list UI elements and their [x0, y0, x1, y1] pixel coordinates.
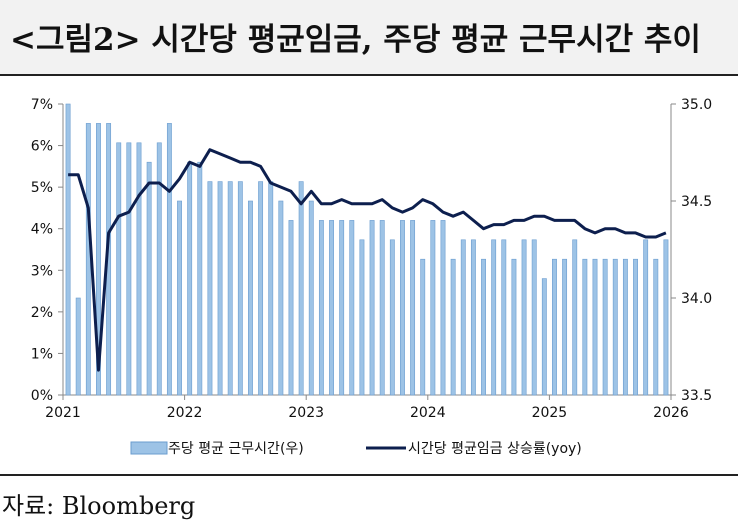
- legend-bar-swatch: [130, 441, 168, 455]
- plot-frame: [62, 104, 672, 396]
- bar-mark: [491, 239, 497, 396]
- bottom-divider: [0, 474, 738, 476]
- bar-mark: [166, 123, 172, 396]
- x-axis: 2021 2022 2023 2024 2025 2026: [45, 395, 689, 421]
- bar-mark: [207, 181, 213, 396]
- bar-mark: [440, 220, 446, 396]
- bar-mark: [298, 181, 304, 396]
- legend: 주당 평균 근무시간(우) 시간당 평균임금 상승률(yoy): [130, 441, 582, 457]
- bar-mark: [136, 142, 142, 396]
- bar-mark: [582, 258, 588, 396]
- bar-mark: [602, 258, 608, 396]
- bar-mark: [268, 181, 274, 396]
- bar-mark: [470, 239, 476, 396]
- bar-mark: [318, 220, 324, 396]
- left-tick-label: 4%: [31, 222, 53, 238]
- bar-series: [65, 103, 669, 396]
- bar-mark: [227, 181, 233, 396]
- bar-mark: [450, 258, 456, 396]
- bar-mark: [460, 239, 466, 396]
- bar-mark: [481, 258, 486, 396]
- left-tick-label: 6%: [31, 139, 53, 155]
- bar-mark: [562, 258, 568, 396]
- bar-mark: [116, 142, 122, 396]
- right-y-axis: 33.5 34.0 34.5 35.0: [671, 97, 712, 404]
- bar-mark: [572, 239, 578, 396]
- bar-mark: [339, 220, 345, 396]
- bar-mark: [653, 258, 659, 396]
- bar-mark: [511, 258, 517, 396]
- bar-mark: [389, 239, 395, 396]
- bar-mark: [156, 142, 162, 396]
- left-tick-label: 3%: [31, 263, 53, 279]
- left-y-axis: 0% 1% 2% 3% 4% 5% 6% 7%: [31, 97, 63, 404]
- bar-mark: [622, 258, 628, 396]
- bar-mark: [541, 278, 547, 396]
- right-tick-label: 33.5: [681, 388, 712, 404]
- right-tick-label: 35.0: [681, 97, 712, 113]
- bar-mark: [96, 123, 101, 396]
- legend-bar-label: 주당 평균 근무시간(우): [168, 441, 304, 457]
- legend-line-label: 시간당 평균임금 상승률(yoy): [408, 441, 582, 457]
- bar-mark: [248, 200, 253, 396]
- bar-mark: [65, 103, 71, 396]
- bar-mark: [592, 258, 598, 396]
- bar-mark: [430, 220, 436, 396]
- bar-mark: [379, 220, 385, 396]
- bar-mark: [420, 258, 426, 396]
- bar-mark: [501, 239, 507, 396]
- source-note: 자료: Bloomberg: [2, 492, 196, 520]
- bar-mark: [643, 239, 649, 396]
- bar-mark: [146, 161, 152, 396]
- bar-mark: [197, 161, 203, 396]
- bar-mark: [126, 142, 132, 396]
- x-tick-label: 2022: [167, 405, 203, 421]
- wage-growth-line: [68, 148, 667, 372]
- left-tick-label: 2%: [31, 305, 53, 321]
- bar-mark: [329, 220, 334, 396]
- line-series: [68, 148, 667, 372]
- chart-title: <그림2> 시간당 평균임금, 주당 평균 근무시간 추이: [10, 22, 701, 58]
- bar-mark: [217, 181, 223, 396]
- bar-mark: [177, 200, 182, 396]
- bar-mark: [359, 239, 365, 396]
- right-tick-label: 34.0: [681, 291, 712, 307]
- bar-mark: [308, 200, 314, 396]
- left-tick-label: 5%: [31, 180, 53, 196]
- bar-mark: [258, 181, 264, 396]
- chart-area: 0%1%2%3%4%5%6%7% 33.534.034.535.0 2021 20…: [31, 97, 712, 457]
- bar-mark: [237, 181, 243, 396]
- bar-mark: [75, 297, 81, 396]
- bar-mark: [531, 239, 537, 396]
- bar-mark: [349, 220, 355, 396]
- bar-mark: [552, 258, 557, 396]
- bar-mark: [521, 239, 527, 396]
- x-tick-label: 2023: [288, 405, 324, 421]
- right-tick-label: 34.5: [681, 194, 712, 210]
- x-tick-label: 2026: [653, 405, 689, 421]
- bar-mark: [410, 220, 416, 396]
- bar-mark: [369, 220, 375, 396]
- bar-mark: [187, 161, 193, 396]
- bar-mark: [633, 258, 638, 396]
- x-tick-label: 2024: [410, 405, 446, 421]
- bar-mark: [400, 220, 405, 396]
- left-tick-label: 7%: [31, 97, 53, 113]
- left-tick-label: 0%: [31, 388, 53, 404]
- title-divider: [0, 74, 738, 76]
- x-tick-label: 2025: [532, 405, 568, 421]
- x-tick-label: 2021: [45, 405, 81, 421]
- title-bar: <그림2> 시간당 평균임금, 주당 평균 근무시간 추이: [0, 0, 738, 74]
- bar-mark: [663, 239, 669, 396]
- bar-mark: [278, 200, 284, 396]
- bar-mark: [612, 258, 618, 396]
- bar-mark: [85, 123, 91, 396]
- left-tick-label: 1%: [31, 346, 53, 362]
- bar-mark: [288, 220, 294, 396]
